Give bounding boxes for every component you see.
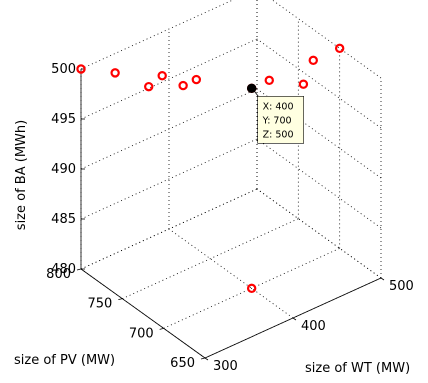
grid-line (256, 188, 382, 279)
y-tick-label: 800 (46, 267, 71, 282)
axis-labels: size of WT (MW) size of PV (MW) size of … (14, 120, 410, 376)
x-tick-mark (292, 317, 297, 321)
y-axis-line (80, 268, 206, 359)
z-tick-label: 495 (51, 112, 76, 127)
data-points (76, 43, 345, 294)
data-point[interactable] (178, 80, 188, 91)
y-axis-label: size of PV (MW) (14, 353, 115, 368)
y-tick-label: 700 (129, 326, 154, 341)
datatip-line: Y: 700 (262, 115, 292, 126)
grid-line (163, 247, 340, 329)
z-axis-label: size of BA (MWh) (14, 120, 29, 230)
data-point[interactable] (246, 283, 257, 294)
grid-line (256, 88, 382, 179)
data-point[interactable] (298, 79, 309, 89)
x-tick-mark (204, 357, 209, 361)
grid-line (256, 138, 382, 229)
x-axis-label: size of WT (MW) (305, 361, 410, 376)
z-tick-label: 485 (51, 212, 76, 227)
y-tick-label: 650 (170, 356, 195, 371)
grid-line (80, 188, 258, 270)
x-tick-label: 400 (301, 319, 326, 334)
grid-line (256, 38, 382, 129)
grid-line (80, 0, 234, 70)
z-tick-label: 490 (51, 162, 76, 177)
data-point[interactable] (334, 43, 345, 54)
grid-line (168, 228, 294, 319)
datatip-line: X: 400 (263, 101, 294, 112)
y-tick-mark (159, 327, 164, 330)
z-tick-label: 480 (51, 262, 76, 277)
x-tick-label: 300 (213, 359, 238, 374)
y-tick-mark (76, 268, 82, 271)
grid-line (271, 0, 382, 79)
data-point[interactable] (308, 55, 318, 66)
datatip[interactable]: X: 400 Y: 700 Z: 500 (253, 90, 304, 144)
axes-box (76, 68, 385, 361)
data-point[interactable] (191, 74, 202, 85)
datatip-line: Z: 500 (263, 129, 294, 140)
y-tick-mark (118, 298, 123, 301)
grid-line (80, 38, 258, 120)
data-point[interactable] (144, 81, 154, 92)
data-point[interactable] (264, 75, 274, 86)
data-point[interactable] (76, 64, 86, 74)
grid-lines (80, 0, 382, 359)
x-tick-mark (380, 277, 385, 281)
data-point[interactable] (110, 68, 120, 78)
datatip-box (257, 96, 304, 144)
y-tick-mark (200, 357, 206, 360)
z-tick-label: 500 (51, 62, 76, 77)
x-tick-label: 500 (389, 279, 414, 294)
grid-line (80, 138, 258, 220)
grid-line (122, 218, 299, 300)
grid-line (80, 88, 258, 170)
data-point[interactable] (157, 70, 167, 81)
y-tick-label: 750 (88, 297, 113, 312)
